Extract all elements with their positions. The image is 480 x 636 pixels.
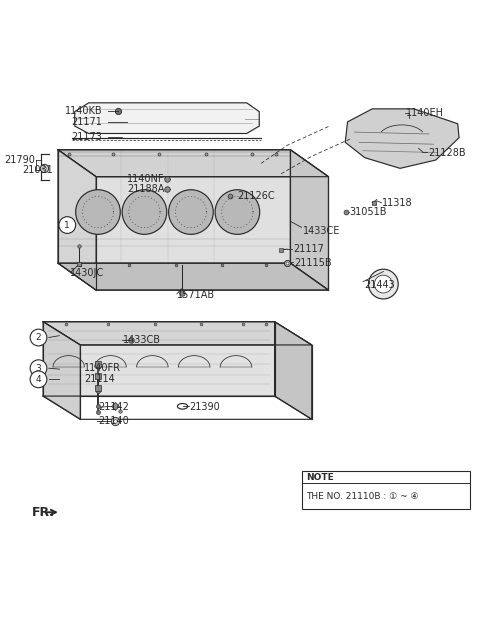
Text: 21114: 21114: [84, 375, 115, 384]
Text: 21443: 21443: [364, 280, 395, 289]
Text: 21128B: 21128B: [428, 148, 466, 158]
Polygon shape: [58, 149, 96, 290]
Text: 3: 3: [36, 364, 41, 373]
Text: 21390: 21390: [190, 402, 220, 412]
Polygon shape: [58, 263, 328, 290]
Text: 31051B: 31051B: [349, 207, 386, 217]
Polygon shape: [43, 322, 312, 345]
Text: 21126C: 21126C: [238, 191, 275, 201]
Text: NOTE: NOTE: [306, 473, 334, 482]
Text: 21790: 21790: [4, 155, 35, 165]
Circle shape: [374, 275, 392, 293]
Bar: [302, 471, 470, 509]
Text: 21115B: 21115B: [294, 258, 332, 268]
Polygon shape: [290, 149, 328, 290]
Polygon shape: [275, 322, 312, 419]
Circle shape: [168, 190, 213, 234]
Polygon shape: [75, 103, 259, 134]
Polygon shape: [58, 149, 290, 263]
Text: 1140KB: 1140KB: [65, 106, 103, 116]
Text: 21173: 21173: [72, 132, 103, 142]
Circle shape: [122, 190, 167, 234]
Polygon shape: [58, 149, 328, 177]
Text: 1571AB: 1571AB: [177, 290, 215, 300]
Text: 1140NF: 1140NF: [127, 174, 165, 184]
Text: THE NO. 21110B : ① ~ ④: THE NO. 21110B : ① ~ ④: [306, 492, 419, 501]
Circle shape: [30, 371, 47, 388]
Text: 21117: 21117: [293, 244, 324, 254]
Circle shape: [215, 190, 260, 234]
Text: 1433CB: 1433CB: [123, 335, 161, 345]
Text: 1430JC: 1430JC: [70, 268, 104, 279]
Text: 1433CE: 1433CE: [302, 226, 340, 235]
Circle shape: [369, 269, 398, 299]
Text: 21031: 21031: [23, 165, 53, 175]
Polygon shape: [345, 109, 459, 169]
Text: 21188A: 21188A: [128, 184, 165, 194]
Text: 11318: 11318: [383, 198, 413, 208]
Circle shape: [30, 360, 47, 377]
Text: 1140FR: 1140FR: [84, 363, 121, 373]
Text: FR.: FR.: [32, 506, 55, 519]
Polygon shape: [43, 322, 275, 396]
Text: 21140: 21140: [98, 416, 129, 426]
Text: 4: 4: [36, 375, 41, 384]
Text: 1: 1: [64, 221, 70, 230]
Polygon shape: [43, 322, 80, 419]
Circle shape: [59, 217, 76, 233]
Circle shape: [30, 329, 47, 346]
Text: 21142: 21142: [98, 402, 129, 412]
Text: 2: 2: [36, 333, 41, 342]
Circle shape: [76, 190, 120, 234]
Text: 1140EH: 1140EH: [406, 107, 444, 118]
Text: 21171: 21171: [72, 117, 103, 127]
